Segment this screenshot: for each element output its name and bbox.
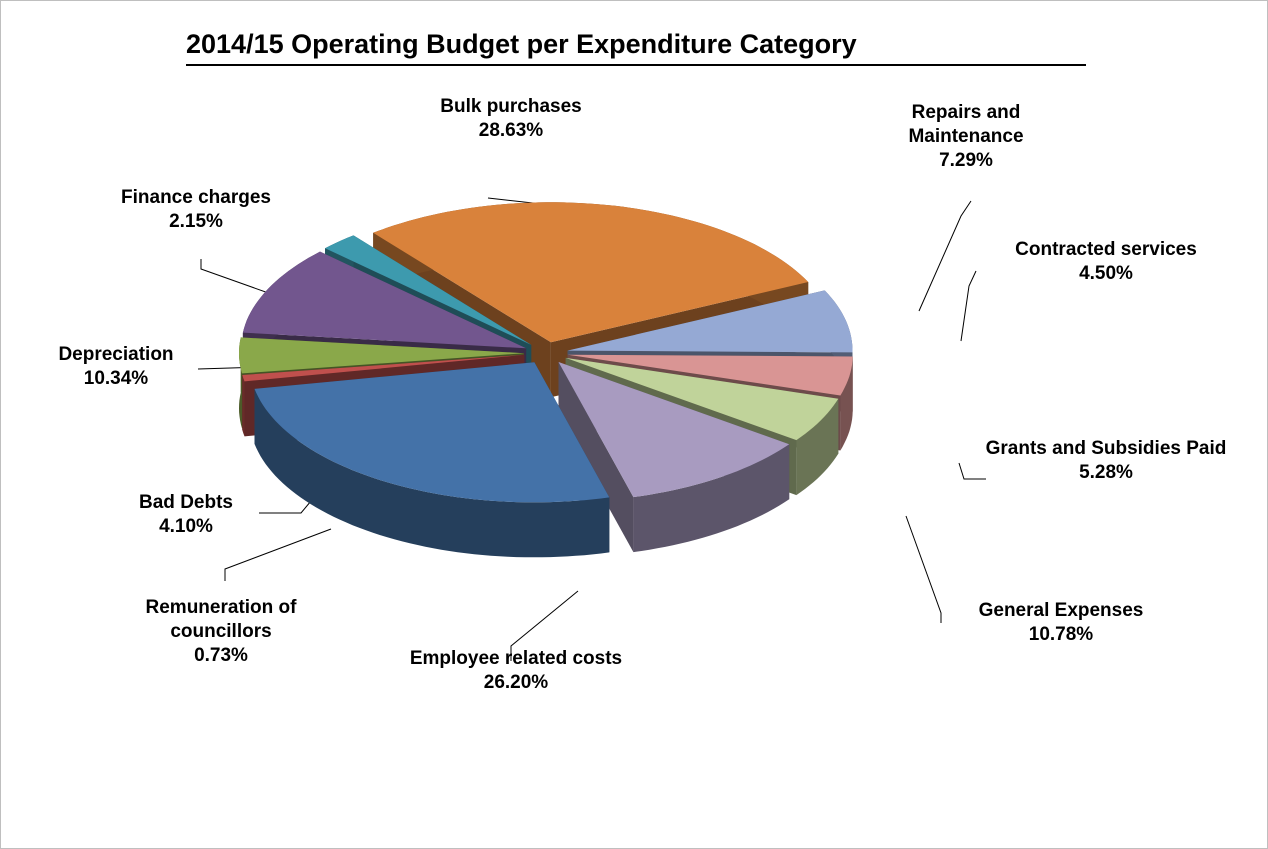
slice-top — [567, 290, 853, 353]
slice-top — [567, 354, 853, 396]
slice-wall — [633, 444, 790, 553]
category-label: Repairs and Maintenance — [908, 102, 1024, 147]
category-label: Remuneration of councillors — [145, 597, 297, 642]
slice-label: Repairs and Maintenance 7.29% — [856, 101, 1076, 173]
value-label: 28.63% — [478, 120, 544, 141]
category-label: Grants and Subsidies Paid — [985, 438, 1227, 459]
slice-top — [373, 202, 809, 343]
slice-label: Bad Debts 4.10% — [86, 491, 286, 539]
pie-slice — [254, 362, 610, 558]
leader-line — [510, 590, 579, 661]
leader-line — [918, 200, 972, 312]
slice-label: Contracted services 4.50% — [976, 238, 1236, 286]
category-label: Employee related costs — [409, 648, 623, 669]
leader-line — [960, 270, 977, 342]
leader-line — [905, 515, 942, 623]
slice-top — [325, 235, 532, 345]
chart-title: 2014/15 Operating Budget per Expenditure… — [186, 29, 857, 59]
slice-wall — [796, 398, 839, 496]
value-label: 4.10% — [159, 516, 213, 537]
value-label: 0.73% — [194, 645, 248, 666]
category-label: General Expenses — [978, 600, 1144, 621]
slice-label: Remuneration of councillors 0.73% — [96, 596, 346, 668]
value-label: 26.20% — [483, 672, 549, 693]
slice-wall — [840, 356, 853, 451]
category-label: Depreciation — [58, 344, 174, 365]
category-label: Bad Debts — [139, 492, 233, 513]
slice-label: Depreciation 10.34% — [16, 343, 216, 391]
slice-side — [558, 362, 634, 553]
slice-label: Grants and Subsidies Paid 5.28% — [971, 437, 1241, 485]
category-label: Contracted services — [1015, 239, 1197, 260]
slice-wall — [254, 388, 610, 558]
slice-top — [558, 362, 790, 498]
category-label: Bulk purchases — [440, 96, 582, 117]
slice-label: Finance charges 2.15% — [76, 186, 316, 234]
slice-top — [242, 354, 525, 382]
slice-wall — [242, 375, 245, 437]
value-label: 7.29% — [939, 150, 993, 171]
slice-top — [239, 337, 524, 374]
value-label: 10.78% — [1028, 624, 1094, 645]
value-label: 5.28% — [1079, 462, 1133, 483]
value-label: 10.34% — [83, 368, 149, 389]
slice-top — [565, 357, 839, 441]
leader-line — [200, 259, 292, 302]
value-label: 4.50% — [1079, 263, 1133, 284]
pie-slice — [558, 362, 790, 553]
slice-label: General Expenses 10.78% — [931, 599, 1191, 647]
slice-label: Employee related costs 26.20% — [381, 647, 651, 695]
leader-line — [224, 528, 332, 581]
leader-line — [259, 500, 312, 514]
category-label: Finance charges — [121, 187, 271, 208]
slice-top — [254, 362, 610, 503]
value-label: 2.15% — [169, 211, 223, 232]
slice-top — [242, 251, 527, 349]
leader-line — [958, 462, 986, 480]
slice-label: Bulk purchases 28.63% — [386, 95, 636, 143]
